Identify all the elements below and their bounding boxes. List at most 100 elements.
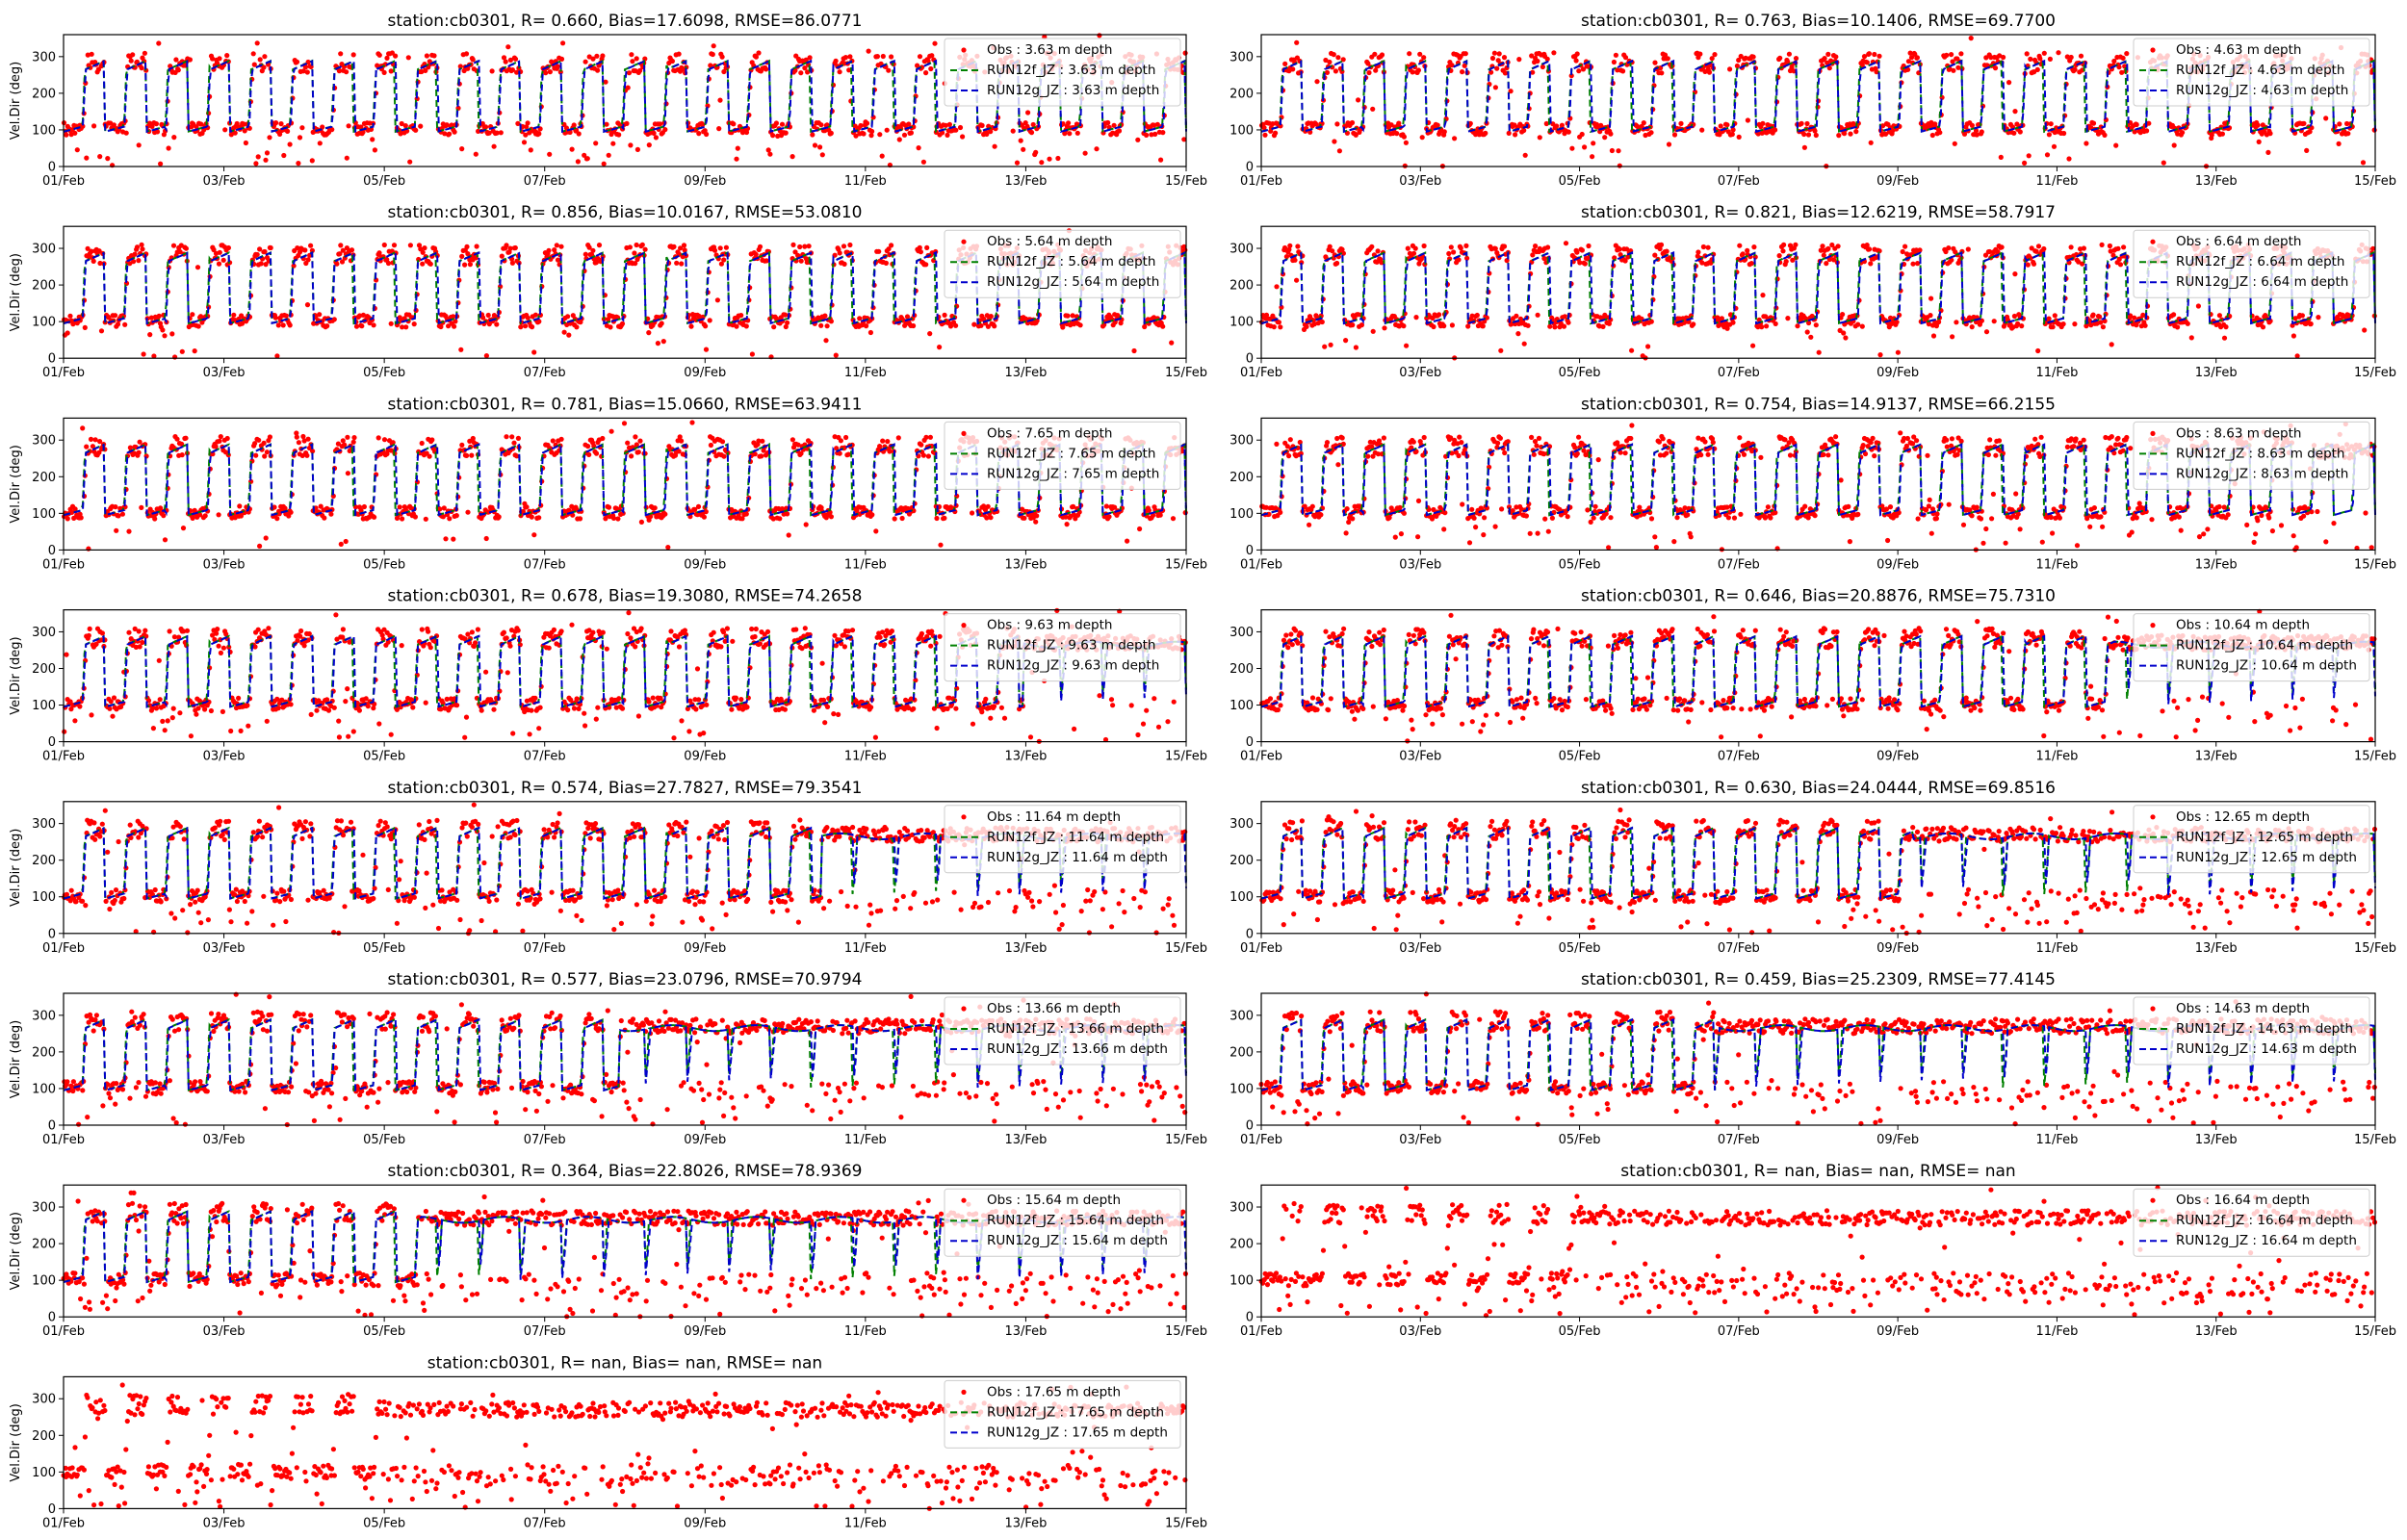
obs-point bbox=[1734, 63, 1740, 69]
obs-point bbox=[2299, 313, 2305, 319]
obs-point bbox=[464, 452, 470, 458]
obs-point bbox=[731, 121, 737, 127]
obs-point bbox=[1181, 137, 1187, 142]
obs-point bbox=[360, 129, 366, 135]
obs-point bbox=[906, 121, 912, 127]
obs-point bbox=[1597, 129, 1603, 135]
obs-point bbox=[1324, 440, 1331, 446]
obs-point bbox=[838, 438, 844, 444]
obs-point bbox=[1658, 242, 1665, 247]
obs-point bbox=[571, 122, 577, 128]
obs-point bbox=[122, 321, 128, 327]
obs-point bbox=[565, 314, 571, 320]
obs-point bbox=[1365, 453, 1371, 459]
obs-point bbox=[1712, 52, 1718, 58]
obs-point bbox=[194, 265, 201, 270]
obs-point bbox=[2142, 322, 2148, 328]
obs-point bbox=[743, 129, 750, 136]
obs-point bbox=[1353, 345, 1359, 350]
obs-point bbox=[2090, 312, 2096, 318]
obs-point bbox=[807, 55, 813, 61]
obs-point bbox=[147, 332, 153, 338]
obs-point bbox=[136, 449, 142, 455]
obs-point bbox=[1350, 322, 1356, 328]
obs-point bbox=[1381, 435, 1386, 441]
obs-point bbox=[74, 147, 80, 153]
obs-point bbox=[1142, 323, 1148, 330]
obs-point bbox=[1158, 157, 1164, 163]
obs-point bbox=[1421, 243, 1427, 249]
obs-point bbox=[113, 313, 118, 319]
obs-point bbox=[880, 438, 886, 444]
obs-point bbox=[264, 150, 271, 156]
obs-point bbox=[1034, 513, 1040, 519]
obs-point bbox=[924, 244, 930, 250]
obs-point bbox=[1608, 131, 1614, 137]
obs-point bbox=[621, 421, 628, 426]
obs-point bbox=[2083, 141, 2089, 146]
obs-point bbox=[2308, 321, 2314, 327]
obs-point bbox=[1458, 245, 1463, 251]
obs-point bbox=[942, 312, 947, 318]
obs-point bbox=[1825, 51, 1831, 58]
obs-point bbox=[717, 97, 723, 103]
obs-point bbox=[531, 349, 537, 355]
obs-point bbox=[582, 152, 587, 158]
obs-point bbox=[1907, 50, 1913, 56]
obs-point bbox=[92, 437, 98, 443]
obs-point bbox=[1552, 324, 1558, 330]
obs-point bbox=[523, 132, 529, 138]
obs-point bbox=[824, 323, 830, 329]
obs-point bbox=[637, 67, 643, 73]
obs-point bbox=[84, 444, 90, 449]
obs-point bbox=[756, 50, 762, 56]
obs-point bbox=[459, 253, 465, 259]
x-tick-label: 01/Feb bbox=[42, 366, 85, 380]
obs-point bbox=[916, 145, 921, 151]
obs-point bbox=[1764, 323, 1770, 329]
obs-point bbox=[1404, 343, 1410, 348]
obs-point bbox=[397, 504, 402, 510]
obs-point bbox=[1065, 313, 1071, 319]
obs-point bbox=[294, 434, 299, 440]
obs-point bbox=[911, 322, 917, 329]
obs-point bbox=[953, 322, 959, 328]
obs-point bbox=[385, 260, 392, 267]
obs-point bbox=[320, 124, 325, 130]
obs-point bbox=[1617, 246, 1622, 252]
obs-point bbox=[619, 321, 626, 326]
y-tick-label: 300 bbox=[1229, 243, 1254, 257]
obs-point bbox=[586, 54, 592, 60]
obs-point bbox=[1755, 131, 1761, 137]
obs-point bbox=[224, 53, 230, 59]
obs-point bbox=[1628, 435, 1634, 442]
obs-point bbox=[1691, 321, 1696, 327]
obs-point bbox=[1542, 516, 1548, 522]
obs-point bbox=[1261, 125, 1267, 131]
x-tick-label: 07/Feb bbox=[524, 174, 566, 189]
obs-point bbox=[908, 130, 915, 136]
x-tick-label: 05/Feb bbox=[1559, 174, 1601, 189]
obs-point bbox=[1537, 135, 1542, 141]
obs-point bbox=[1149, 132, 1154, 138]
obs-point bbox=[1339, 435, 1345, 441]
obs-point bbox=[703, 323, 709, 329]
obs-point bbox=[833, 352, 839, 358]
obs-point bbox=[576, 131, 582, 137]
obs-point bbox=[1021, 146, 1026, 152]
obs-point bbox=[2265, 149, 2271, 155]
obs-point bbox=[1398, 531, 1404, 537]
obs-point bbox=[600, 53, 606, 59]
obs-point bbox=[1502, 449, 1508, 456]
obs-point bbox=[789, 154, 795, 160]
obs-point bbox=[798, 70, 804, 76]
obs-point bbox=[1580, 66, 1587, 72]
obs-point bbox=[175, 67, 181, 73]
obs-point bbox=[225, 244, 231, 251]
obs-point bbox=[1666, 141, 1672, 147]
x-tick-label: 09/Feb bbox=[684, 557, 726, 572]
obs-point bbox=[917, 54, 923, 60]
obs-point bbox=[1868, 261, 1874, 267]
obs-point bbox=[833, 58, 839, 64]
obs-point bbox=[925, 58, 931, 64]
